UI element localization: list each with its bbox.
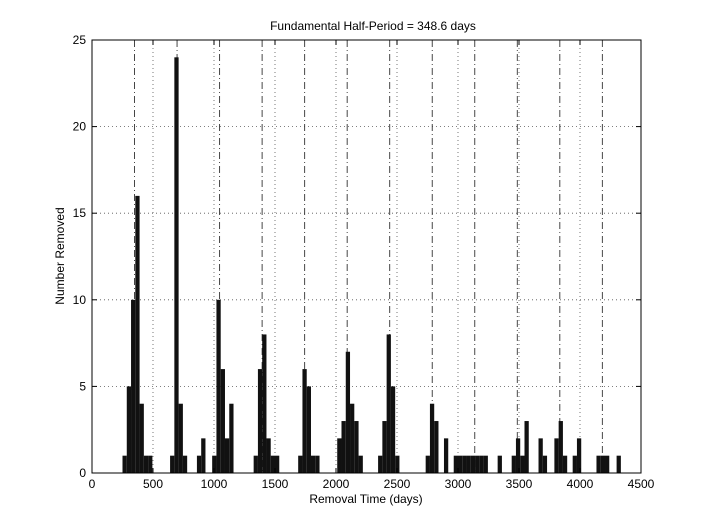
histogram-bar xyxy=(434,421,439,473)
histogram-bar xyxy=(253,455,258,473)
x-tick-label: 500 xyxy=(143,477,163,491)
histogram-bar xyxy=(310,455,316,473)
histogram-bar xyxy=(576,438,582,473)
histogram-bar xyxy=(390,386,396,473)
tick-layer: 0 500 1000 1500 2000 2500 3000 3500 4000 4500 0 5 10… xyxy=(73,33,655,491)
grid-layer xyxy=(92,40,641,473)
histogram-bar xyxy=(605,455,610,473)
histogram-bar xyxy=(143,455,149,473)
histogram-bar xyxy=(515,438,521,473)
histogram-bar xyxy=(462,455,467,473)
histogram-bar xyxy=(616,455,621,473)
histogram-bar xyxy=(131,299,136,473)
histogram-bar xyxy=(425,455,430,473)
histogram-bar xyxy=(395,455,400,473)
x-tick-label: 2500 xyxy=(384,477,411,491)
histogram-bar xyxy=(174,57,179,473)
histogram-bar xyxy=(298,455,303,473)
histogram-bar xyxy=(224,438,230,473)
histogram-bar xyxy=(458,455,463,473)
y-tick-label: 5 xyxy=(79,379,86,393)
histogram-bar xyxy=(126,386,132,473)
histogram-bar xyxy=(497,455,502,473)
histogram-bar xyxy=(262,334,267,473)
x-tick-label: 3000 xyxy=(445,477,472,491)
x-tick-label: 4500 xyxy=(628,477,655,491)
histogram-bar xyxy=(572,455,577,473)
histogram-bar xyxy=(122,455,127,473)
histogram-bar xyxy=(257,369,263,473)
x-tick-label: 2000 xyxy=(323,477,350,491)
histogram-bar xyxy=(358,455,363,473)
histogram-bar xyxy=(382,421,387,473)
histogram-bar xyxy=(315,455,320,473)
histogram-bar xyxy=(275,455,280,473)
y-tick-label: 20 xyxy=(73,120,87,134)
histogram-bar xyxy=(483,455,488,473)
bar-layer xyxy=(122,57,621,473)
histogram-bar xyxy=(453,455,458,473)
histogram-bar xyxy=(520,455,525,473)
histogram-bar xyxy=(266,438,271,473)
histogram-bar xyxy=(538,438,543,473)
histogram-bar xyxy=(558,421,563,473)
histogram-bar xyxy=(148,455,153,473)
histogram-bar xyxy=(212,455,217,473)
histogram-bar xyxy=(270,455,275,473)
histogram-bar xyxy=(170,455,175,473)
histogram-bar xyxy=(306,386,311,473)
histogram-bar xyxy=(135,195,140,473)
histogram-bar xyxy=(196,455,202,473)
histogram-bar xyxy=(139,403,144,473)
histogram-bar xyxy=(542,455,548,473)
y-tick-label: 15 xyxy=(73,206,87,220)
histogram-bar xyxy=(354,421,359,473)
histogram-bar xyxy=(600,455,606,473)
histogram-bar xyxy=(220,369,225,473)
y-tick-label: 10 xyxy=(73,293,87,307)
x-tick-label: 4000 xyxy=(567,477,594,491)
x-tick-label: 1500 xyxy=(262,477,289,491)
histogram-bar xyxy=(524,421,529,473)
histogram-bar xyxy=(345,351,351,473)
histogram-bar xyxy=(475,455,480,473)
histogram-bar xyxy=(216,299,221,473)
y-axis-title: Number Removed xyxy=(53,207,67,304)
histogram-bar xyxy=(182,455,188,473)
histogram-bar xyxy=(201,438,206,473)
histogram-bar xyxy=(443,438,449,473)
histogram-bar xyxy=(386,334,391,473)
x-axis-title: Removal Time (days) xyxy=(309,492,422,506)
histogram-bar xyxy=(429,403,435,473)
histogram-bar xyxy=(378,455,383,473)
y-tick-label: 0 xyxy=(79,466,86,480)
plot-frame xyxy=(91,39,642,474)
histogram-bar xyxy=(302,369,307,473)
histogram-bar xyxy=(178,403,183,473)
period-marker-layer xyxy=(134,40,603,473)
y-tick-label: 25 xyxy=(73,33,87,47)
x-tick-label: 3500 xyxy=(506,477,533,491)
histogram-bar xyxy=(554,438,559,473)
chart-title: Fundamental Half-Period = 348.6 days xyxy=(270,19,476,33)
x-tick-label: 1000 xyxy=(201,477,228,491)
histogram-bar xyxy=(350,403,355,473)
histogram-bar xyxy=(562,455,568,473)
histogram-bar xyxy=(229,403,234,473)
histogram-bar xyxy=(479,455,484,473)
histogram-bar xyxy=(470,455,476,473)
histogram-bar xyxy=(337,438,342,473)
histogram-bar xyxy=(466,455,471,473)
x-tick-label: 0 xyxy=(89,477,96,491)
histogram-bar xyxy=(596,455,601,473)
histogram-bar xyxy=(511,455,516,473)
histogram-bar xyxy=(341,421,346,473)
